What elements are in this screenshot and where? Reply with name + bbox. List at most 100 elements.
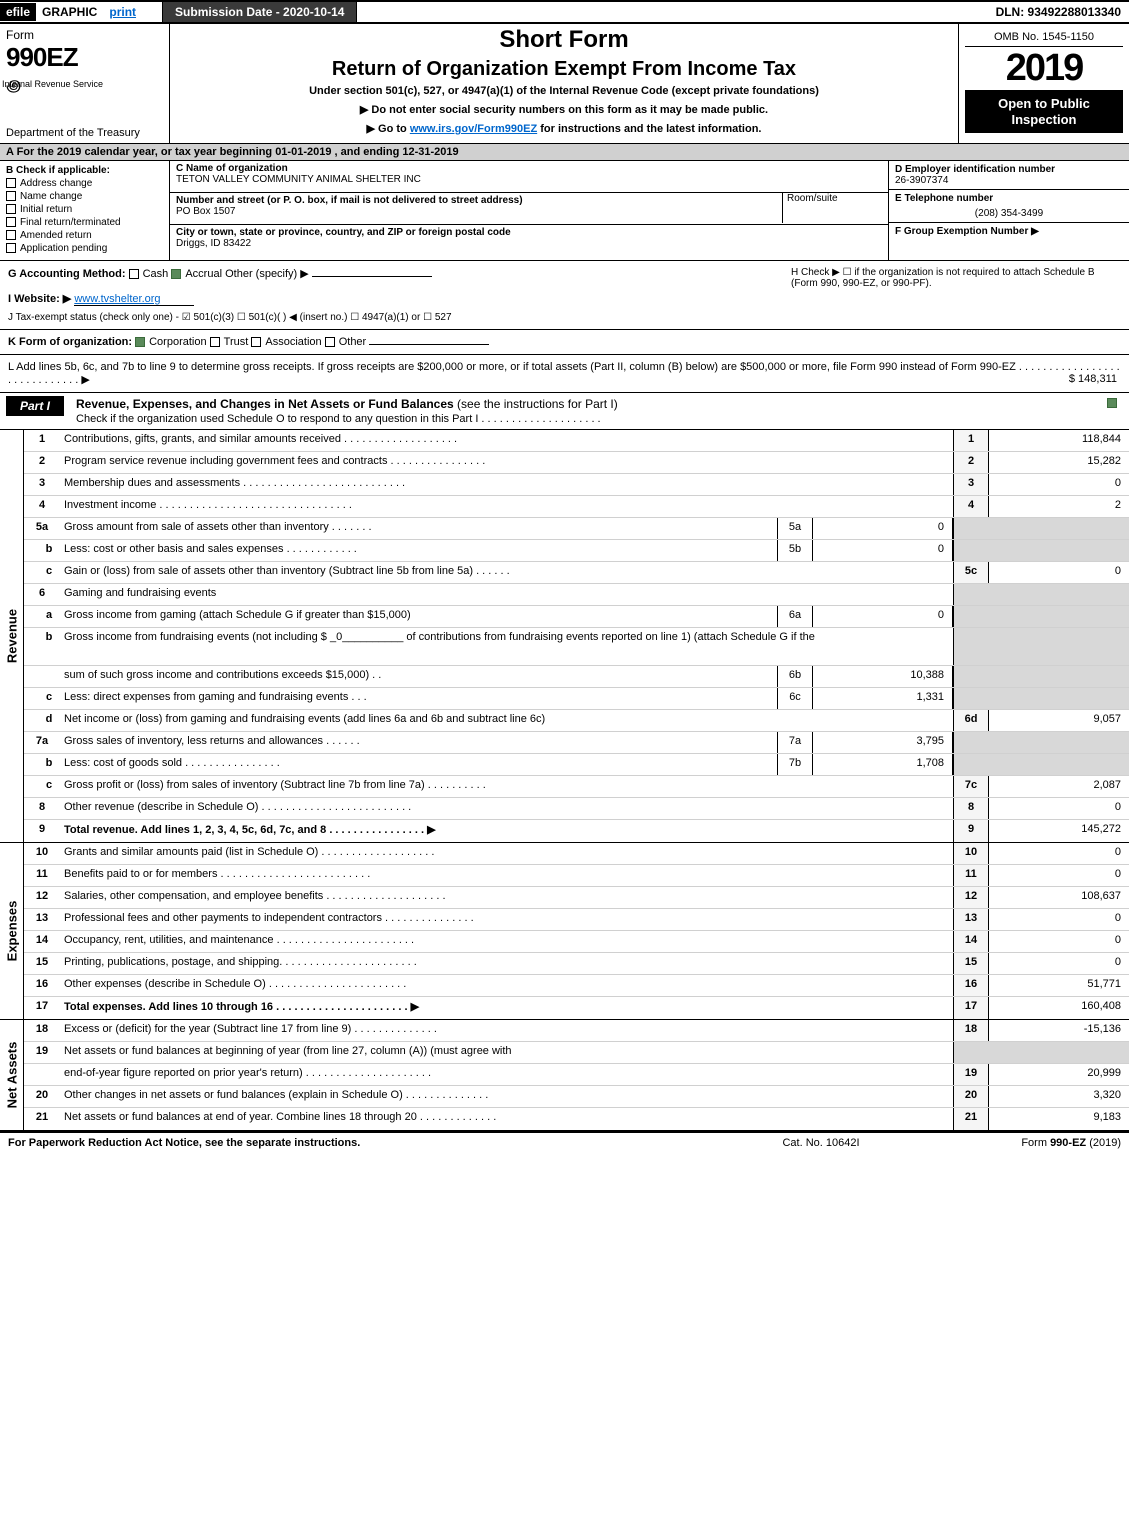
footer-form: 990-EZ — [1050, 1137, 1086, 1149]
end-blank — [953, 666, 1129, 687]
assoc-label: Association — [265, 336, 321, 348]
line-text: end-of-year figure reported on prior yea… — [60, 1064, 953, 1085]
expenses-section: Expenses 10Grants and similar amounts pa… — [0, 843, 1129, 1020]
website-link[interactable]: www.tvshelter.org — [74, 293, 194, 306]
top-bar: efile GRAPHIC print Submission Date - 20… — [0, 0, 1129, 24]
line-text: Other changes in net assets or fund bala… — [60, 1086, 953, 1107]
line-number: 14 — [24, 931, 60, 952]
line-text: Investment income . . . . . . . . . . . … — [60, 496, 953, 517]
line-number: 4 — [24, 496, 60, 517]
l-amount: $ 148,311 — [1069, 373, 1117, 385]
line-row: 7aGross sales of inventory, less returns… — [24, 732, 1129, 754]
footer: For Paperwork Reduction Act Notice, see … — [0, 1131, 1129, 1153]
end-line-number: 5c — [953, 562, 989, 583]
accrual-checkbox[interactable] — [171, 269, 181, 279]
submission-date: Submission Date - 2020-10-14 — [162, 1, 357, 23]
street-value: PO Box 1507 — [176, 206, 882, 217]
part1-checkbox[interactable] — [1107, 398, 1117, 408]
end-line-value: 0 — [989, 865, 1129, 886]
checkbox-icon[interactable] — [6, 217, 16, 227]
line-number: 5a — [24, 518, 60, 539]
end-line-value: 0 — [989, 843, 1129, 864]
checkbox-icon[interactable] — [6, 178, 16, 188]
header-mid: Short Form Return of Organization Exempt… — [170, 24, 959, 143]
kother-checkbox[interactable] — [325, 337, 335, 347]
block-c: C Name of organization TETON VALLEY COMM… — [170, 161, 889, 260]
end-blank — [953, 584, 1129, 605]
line-number: 16 — [24, 975, 60, 996]
trust-checkbox[interactable] — [210, 337, 220, 347]
print-link[interactable]: print — [103, 3, 142, 21]
line-number: 11 — [24, 865, 60, 886]
revenue-tab-label: Revenue — [4, 609, 19, 663]
netassets-tab: Net Assets — [0, 1020, 24, 1130]
end-line-number: 13 — [953, 909, 989, 930]
main-title: Return of Organization Exempt From Incom… — [176, 58, 952, 81]
end-line-number: 17 — [953, 997, 989, 1019]
end-line-number: 2 — [953, 452, 989, 473]
line-row: 11Benefits paid to or for members . . . … — [24, 865, 1129, 887]
expenses-tab-label: Expenses — [4, 901, 19, 962]
cash-checkbox[interactable] — [129, 269, 139, 279]
mid-line-value: 1,708 — [813, 754, 953, 775]
footer-right: Form 990-EZ (2019) — [921, 1137, 1121, 1149]
l-text: L Add lines 5b, 6c, and 7b to line 9 to … — [8, 361, 1120, 386]
checkbox-icon[interactable] — [6, 191, 16, 201]
line-row: 5aGross amount from sale of assets other… — [24, 518, 1129, 540]
line-number: 9 — [24, 820, 60, 842]
end-blank — [953, 540, 1129, 561]
i-label: I Website: ▶ — [8, 293, 71, 305]
line-row: 14Occupancy, rent, utilities, and mainte… — [24, 931, 1129, 953]
line-number: 13 — [24, 909, 60, 930]
line-number: b — [24, 540, 60, 561]
end-line-number: 21 — [953, 1108, 989, 1130]
end-line-number: 20 — [953, 1086, 989, 1107]
checkbox-icon[interactable] — [6, 243, 16, 253]
group-row: F Group Exemption Number ▶ — [889, 223, 1129, 240]
mid-line-number: 7a — [777, 732, 813, 753]
street-label: Number and street (or P. O. box, if mail… — [176, 195, 882, 206]
end-line-value: 0 — [989, 562, 1129, 583]
mid-line-number: 6a — [777, 606, 813, 627]
checkbox-icon[interactable] — [6, 204, 16, 214]
line-text: Gross income from gaming (attach Schedul… — [60, 606, 777, 627]
end-line-number: 18 — [953, 1020, 989, 1041]
revenue-tab: Revenue — [0, 430, 24, 842]
end-line-number: 1 — [953, 430, 989, 451]
form-word: Form — [6, 28, 163, 42]
goto-post: for instructions and the latest informat… — [537, 123, 761, 135]
org-name-value: TETON VALLEY COMMUNITY ANIMAL SHELTER IN… — [176, 174, 882, 185]
line-row: 19Net assets or fund balances at beginni… — [24, 1042, 1129, 1064]
line-text: Net assets or fund balances at beginning… — [60, 1042, 953, 1063]
line-text: Gain or (loss) from sale of assets other… — [60, 562, 953, 583]
end-blank — [953, 628, 1129, 665]
street-row: Room/suite Number and street (or P. O. b… — [170, 193, 888, 225]
end-line-value: 2,087 — [989, 776, 1129, 797]
end-line-value: 0 — [989, 931, 1129, 952]
goto-link[interactable]: www.irs.gov/Form990EZ — [410, 123, 537, 135]
assoc-checkbox[interactable] — [251, 337, 261, 347]
end-line-number: 8 — [953, 798, 989, 819]
expense-lines: 10Grants and similar amounts paid (list … — [24, 843, 1129, 1019]
line-text: Less: cost of goods sold . . . . . . . .… — [60, 754, 777, 775]
line-number: 12 — [24, 887, 60, 908]
end-line-number: 7c — [953, 776, 989, 797]
footer-right-pre: Form — [1021, 1137, 1050, 1149]
mid-line-number: 6b — [777, 666, 813, 687]
mid-line-number: 5b — [777, 540, 813, 561]
line-text: Other expenses (describe in Schedule O) … — [60, 975, 953, 996]
line-text: sum of such gross income and contributio… — [60, 666, 777, 687]
line-row: 15Printing, publications, postage, and s… — [24, 953, 1129, 975]
checkbox-icon[interactable] — [6, 230, 16, 240]
kother-input[interactable] — [369, 344, 489, 345]
other-input[interactable] — [312, 276, 432, 277]
line-row: aGross income from gaming (attach Schedu… — [24, 606, 1129, 628]
corp-checkbox[interactable] — [135, 337, 145, 347]
line-number: 20 — [24, 1086, 60, 1107]
mid-line-value: 3,795 — [813, 732, 953, 753]
line-text: Total revenue. Add lines 1, 2, 3, 4, 5c,… — [60, 820, 953, 842]
line-row: 4Investment income . . . . . . . . . . .… — [24, 496, 1129, 518]
checkbox-label: Name change — [20, 191, 82, 202]
end-line-value: 160,408 — [989, 997, 1129, 1019]
line-number: 8 — [24, 798, 60, 819]
